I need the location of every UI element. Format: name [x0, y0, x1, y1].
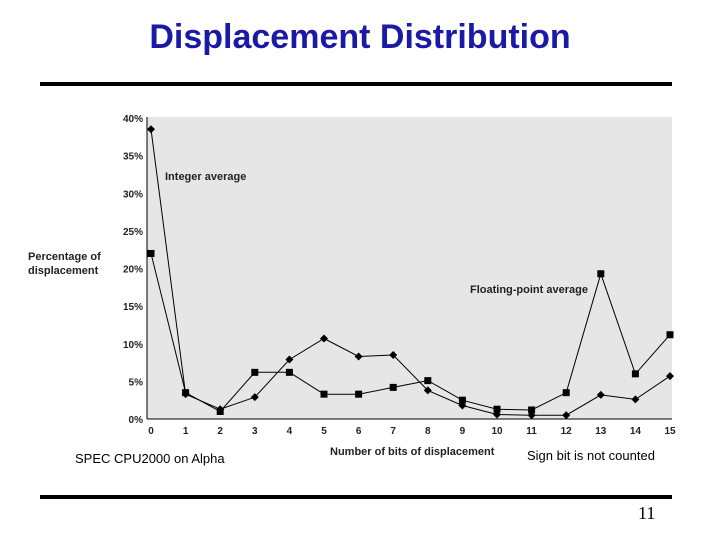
y-tick-label: 30% — [123, 189, 143, 200]
series-label-floating-point: Floating-point average — [470, 284, 588, 296]
data-point-floating-point — [147, 249, 155, 257]
series-lines — [150, 129, 671, 416]
data-point-integer — [320, 334, 328, 343]
x-tick-label: 12 — [561, 426, 573, 437]
y-tick-label: 20% — [123, 265, 143, 276]
x-tick-label: 11 — [526, 426, 537, 437]
x-tick-label: 9 — [460, 426, 466, 437]
y-tick-label: 10% — [123, 340, 143, 351]
x-tick-label: 7 — [390, 426, 396, 437]
y-axis-label-line-1: Percentage of — [28, 251, 101, 263]
x-tick-label: 6 — [356, 426, 362, 437]
data-point-floating-point — [389, 383, 397, 391]
data-point-integer — [147, 125, 155, 134]
data-point-floating-point — [597, 270, 605, 278]
y-tick-label: 40% — [123, 114, 143, 125]
y-axis-label-line-2: displacement — [28, 265, 99, 277]
x-tick-label: 4 — [287, 426, 293, 437]
data-point-integer — [285, 355, 294, 364]
slide-title: Displacement Distribution — [149, 18, 571, 56]
series-markers — [147, 125, 674, 420]
page-number: 11 — [638, 503, 656, 523]
x-tick-label: 8 — [425, 426, 431, 437]
data-point-floating-point — [285, 368, 293, 376]
data-point-integer — [631, 395, 640, 404]
data-point-integer — [423, 386, 432, 395]
x-tick-label: 13 — [595, 426, 607, 437]
x-tick-label: 10 — [491, 426, 503, 437]
x-tick-label: 5 — [321, 426, 327, 437]
footer-left-note: SPEC CPU2000 on Alpha — [75, 451, 225, 466]
data-point-integer — [250, 393, 259, 402]
plot-area — [147, 117, 672, 419]
data-point-floating-point — [528, 406, 536, 414]
y-tick-label: 35% — [123, 152, 143, 163]
y-tick-labels: 0% 5% 10% 15% 20% 25% 30% 35% 40% — [123, 114, 143, 426]
x-tick-label: 0 — [148, 426, 154, 437]
data-point-floating-point — [493, 405, 501, 413]
y-tick-label: 5% — [129, 377, 144, 388]
data-point-floating-point — [251, 368, 259, 376]
bottom-divider — [40, 495, 672, 499]
x-axis-label: Number of bits of displacement — [330, 446, 495, 458]
data-point-integer — [389, 351, 398, 360]
data-point-floating-point — [631, 370, 639, 378]
x-tick-label: 3 — [252, 426, 258, 437]
data-point-integer — [562, 411, 571, 420]
y-tick-label: 0% — [129, 415, 144, 426]
data-point-integer — [354, 352, 363, 361]
series-line-integer — [150, 129, 671, 416]
y-tick-label: 25% — [123, 227, 143, 238]
data-point-integer — [596, 390, 605, 399]
footer-right-note: Sign bit is not counted — [527, 448, 655, 463]
data-point-floating-point — [355, 390, 363, 398]
x-tick-label: 1 — [183, 426, 189, 437]
data-point-floating-point — [182, 389, 190, 397]
data-point-floating-point — [666, 331, 674, 339]
x-tick-label: 15 — [664, 426, 676, 437]
series-line-floating-point — [150, 253, 671, 413]
top-divider — [40, 82, 672, 86]
data-point-floating-point — [320, 390, 328, 398]
series-label-integer: Integer average — [165, 171, 246, 183]
x-tick-label: 14 — [630, 426, 642, 437]
data-point-floating-point — [458, 396, 466, 404]
data-point-floating-point — [424, 377, 432, 385]
data-point-integer — [666, 372, 674, 381]
y-tick-label: 15% — [123, 302, 143, 313]
data-point-floating-point — [562, 389, 570, 397]
x-tick-labels: 0 1 2 3 4 5 6 7 8 9 10 11 12 13 14 15 — [148, 426, 676, 437]
data-point-floating-point — [216, 407, 224, 415]
x-tick-label: 2 — [217, 426, 223, 437]
